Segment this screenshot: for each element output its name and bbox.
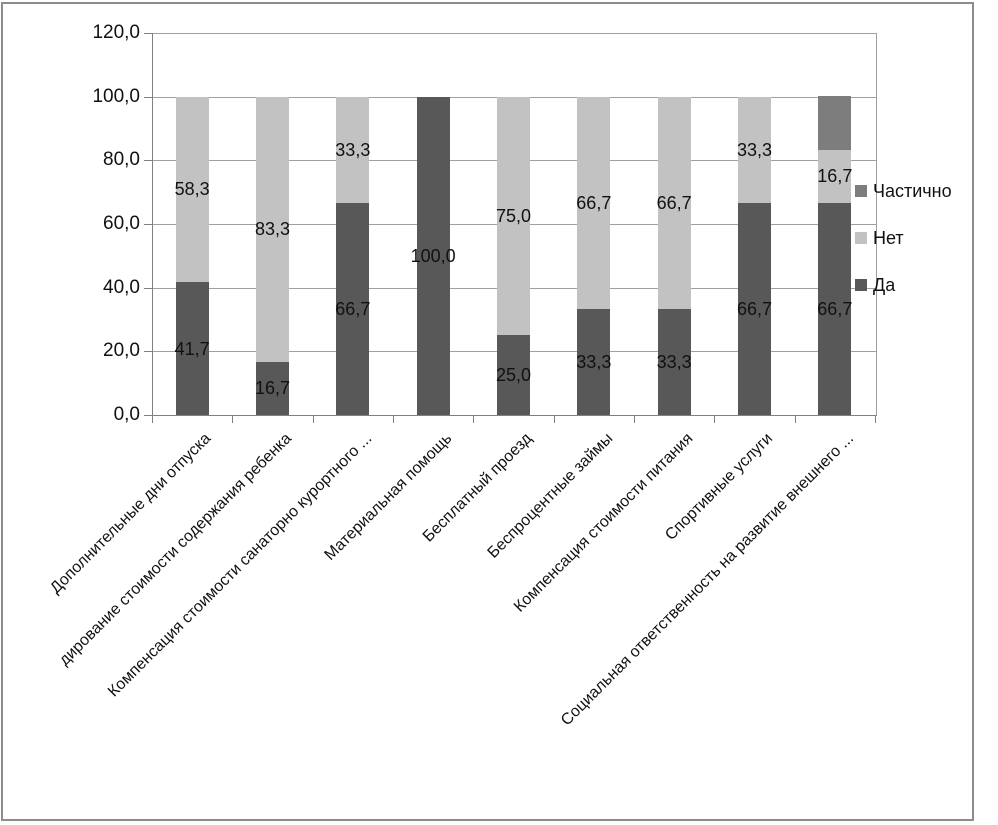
bar-segment-Да <box>416 96 450 415</box>
x-tick-mark <box>393 416 394 423</box>
legend-swatch <box>855 279 867 291</box>
bar-segment-Нет <box>256 96 289 362</box>
x-tick-mark <box>634 416 635 423</box>
y-tick-label: 80,0 <box>103 149 140 171</box>
bar-segment-Частично <box>818 96 852 150</box>
bar-segment-Нет <box>577 96 611 309</box>
data-label: 33,3 <box>656 351 692 372</box>
x-tick-mark <box>312 416 314 423</box>
y-tick-label: 120,0 <box>92 22 140 43</box>
bar-segment-Нет <box>657 96 691 309</box>
data-label: 66,7 <box>656 192 692 213</box>
data-label: 58,3 <box>174 179 210 200</box>
data-label: 33,3 <box>736 139 773 160</box>
data-label: 33,3 <box>576 351 612 372</box>
data-label: 66,7 <box>335 298 371 319</box>
legend-item-Да: Да <box>855 276 985 294</box>
legend-item-Частично: Частично <box>855 182 985 200</box>
y-tick-label: 40,0 <box>103 276 140 298</box>
y-tick-mark <box>144 351 153 353</box>
y-tick-mark <box>144 224 153 225</box>
data-label: 75,0 <box>495 206 532 227</box>
bar-segment-Да <box>497 335 530 415</box>
gridline <box>153 33 876 34</box>
y-tick-label: 20,0 <box>103 340 140 362</box>
y-tick-mark <box>144 287 153 289</box>
data-label: 100,0 <box>410 245 456 266</box>
bar-segment-Нет <box>336 96 370 203</box>
legend-label: Частично <box>873 181 952 201</box>
data-label: 16,7 <box>817 166 853 187</box>
data-label: 33,3 <box>335 139 371 160</box>
y-tick-mark <box>144 415 153 416</box>
y-tick-mark <box>144 33 153 34</box>
y-tick-label: 60,0 <box>103 213 140 234</box>
legend-swatch <box>855 185 867 197</box>
x-tick-mark <box>794 416 796 423</box>
y-tick-label: 100,0 <box>92 85 140 107</box>
x-tick-mark <box>473 416 475 423</box>
x-tick-mark <box>714 416 716 423</box>
bar-segment-Нет <box>175 96 209 283</box>
chart-frame <box>1 2 974 821</box>
bar-segment-Да <box>657 308 691 415</box>
y-tick-label: 0,0 <box>113 404 140 425</box>
bar-segment-Да <box>577 308 611 415</box>
bar-segment-Да <box>175 282 209 415</box>
bar-segment-Нет <box>738 96 771 203</box>
x-tick-mark <box>232 416 234 423</box>
bar-segment-Нет <box>818 149 852 203</box>
data-label: 41,7 <box>174 338 210 359</box>
bar-segment-Да <box>818 202 852 415</box>
data-label: 66,7 <box>736 298 773 319</box>
bar-segment-Нет <box>497 96 530 336</box>
data-label: 25,0 <box>495 365 532 386</box>
x-tick-mark <box>553 416 555 423</box>
y-tick-mark <box>144 96 153 98</box>
legend-swatch <box>855 232 867 244</box>
bar-segment-Да <box>738 202 771 415</box>
data-label: 66,7 <box>576 192 612 213</box>
bar-segment-Да <box>256 361 289 415</box>
x-tick-mark <box>875 416 876 423</box>
x-tick-mark <box>152 416 153 423</box>
data-label: 66,7 <box>817 298 853 319</box>
legend-label: Да <box>873 275 896 295</box>
legend-item-Нет: Нет <box>855 229 985 247</box>
data-label: 16,7 <box>254 378 291 399</box>
legend-label: Нет <box>873 228 904 248</box>
data-label: 83,3 <box>254 219 291 240</box>
y-tick-mark <box>144 160 153 162</box>
bar-segment-Да <box>336 202 370 415</box>
